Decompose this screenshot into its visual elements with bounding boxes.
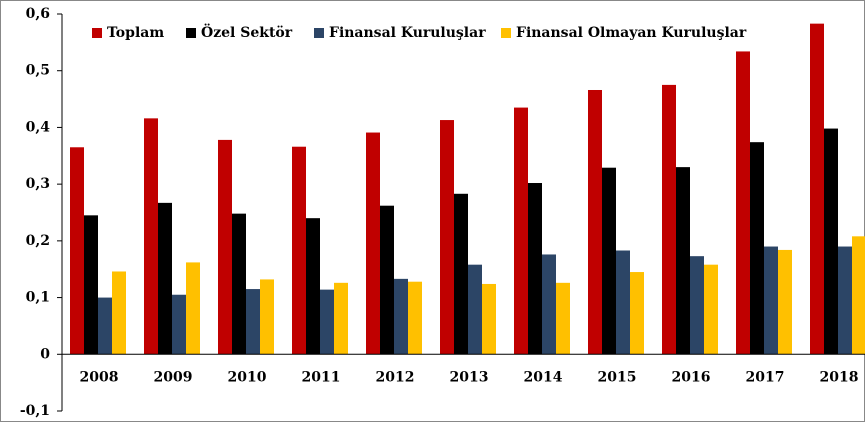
bar [852, 236, 865, 355]
y-tick-label: 0,1 [26, 290, 50, 306]
legend-swatch [186, 28, 196, 38]
x-tick-label: 2015 [598, 369, 637, 385]
bar [616, 250, 630, 355]
bar [380, 205, 394, 355]
bar [186, 262, 200, 355]
bar [394, 278, 408, 355]
legend-swatch [92, 28, 102, 38]
bar [704, 264, 718, 355]
bar [408, 281, 422, 355]
bar [838, 246, 852, 355]
y-tick-label: 0 [40, 346, 50, 362]
bar [750, 142, 764, 355]
y-tick-label: 0,2 [26, 233, 50, 249]
plot: -0,1 0 0,1 0,2 0,3 0,4 0,5 0,6 2008 2009 2010 2011 2… [20, 6, 865, 419]
bar [514, 107, 528, 355]
y-tick-label: 0,6 [26, 6, 50, 22]
x-tick-label: 2013 [450, 369, 489, 385]
x-tick-label: 2008 [80, 369, 119, 385]
bar [588, 89, 602, 355]
legend-label: Finansal Olmayan Kuruluşlar [516, 25, 747, 41]
legend-swatch [314, 28, 324, 38]
legend-label: Toplam [107, 25, 164, 41]
bar [112, 271, 126, 355]
bar [70, 147, 84, 355]
bar [468, 264, 482, 355]
y-tick-label: 0,3 [26, 176, 50, 192]
x-tick-label: 2011 [302, 369, 341, 385]
bar [764, 246, 778, 355]
bar [736, 51, 750, 355]
bar [260, 279, 274, 355]
bar [320, 289, 334, 355]
x-tick-label: 2014 [524, 369, 563, 385]
x-tick-label: 2012 [376, 369, 415, 385]
x-tick-label: 2016 [672, 369, 711, 385]
bar [528, 183, 542, 355]
x-tick-label: 2010 [228, 369, 267, 385]
x-tick-label: 2017 [746, 369, 785, 385]
bar [810, 23, 824, 355]
y-tick-label: 0,5 [26, 63, 50, 79]
x-tick-label: 2009 [154, 369, 193, 385]
bar [84, 215, 98, 355]
bar [824, 128, 838, 355]
bar [778, 249, 792, 355]
bar [602, 167, 616, 355]
x-tick-label: 2018 [820, 369, 859, 385]
y-tick-label: 0,4 [26, 119, 51, 135]
bar [172, 294, 186, 355]
bar [690, 256, 704, 355]
bar [232, 213, 246, 355]
bar [676, 167, 690, 355]
bar [556, 282, 570, 355]
bar [218, 139, 232, 355]
bar [366, 132, 380, 355]
legend-swatch [501, 28, 511, 38]
bar [542, 254, 556, 355]
bar [440, 120, 454, 355]
legend-label: Finansal Kuruluşlar [329, 25, 486, 41]
legend-label: Özel Sektör [201, 22, 293, 41]
bar [246, 289, 260, 355]
bar [662, 84, 676, 355]
bar [158, 202, 172, 355]
bar [630, 272, 644, 355]
bar [306, 218, 320, 355]
bar [454, 193, 468, 355]
bar [334, 282, 348, 355]
y-tick-label: -0,1 [20, 403, 50, 419]
bar [292, 146, 306, 355]
bar [144, 118, 158, 355]
bar [482, 283, 496, 355]
bar [98, 297, 112, 355]
